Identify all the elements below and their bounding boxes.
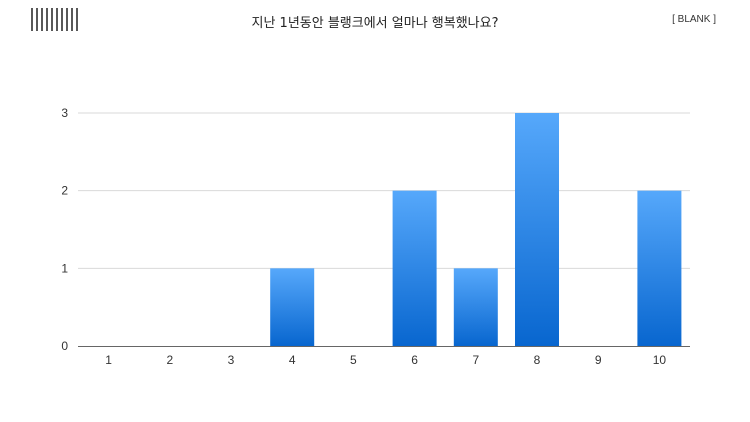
x-tick-label: 2: [166, 353, 173, 367]
y-tick-label: 2: [61, 184, 68, 198]
x-tick-label: 9: [595, 353, 602, 367]
y-tick-label: 1: [61, 261, 68, 275]
x-tick-label: 10: [653, 353, 667, 367]
y-tick-label: 3: [61, 106, 68, 120]
grid-lines: [78, 112, 690, 269]
bar-6: [392, 190, 437, 346]
blank-logo: [31, 8, 78, 31]
bar-10: [637, 190, 682, 346]
chart-title: 지난 1년동안 블랭크에서 얼마나 행복했나요?: [251, 16, 499, 31]
x-tick-label: 6: [411, 353, 418, 367]
brand-tag: [ BLANK ]: [672, 14, 716, 25]
x-tick-labels: 1 2 3 4 5 6 7 8 9 10: [105, 353, 666, 367]
y-tick-labels: 0 1 2 3: [61, 106, 68, 353]
bars: [270, 113, 682, 346]
x-tick-label: 3: [228, 353, 235, 367]
x-tick-label: 1: [105, 353, 112, 367]
y-tick-label: 0: [61, 339, 68, 353]
x-tick-label: 5: [350, 353, 357, 367]
bar-4: [270, 268, 315, 346]
x-tick-label: 4: [289, 353, 296, 367]
bar-8: [515, 113, 559, 346]
bar-7: [453, 268, 498, 346]
x-tick-label: 7: [472, 353, 479, 367]
x-tick-label: 8: [534, 353, 541, 367]
